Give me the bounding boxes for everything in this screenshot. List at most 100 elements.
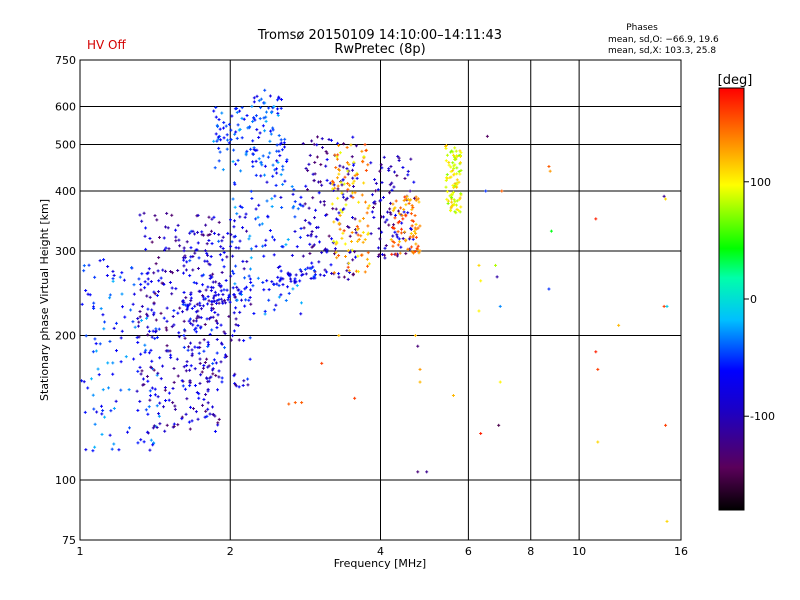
data-point xyxy=(153,393,157,397)
data-point xyxy=(170,213,174,217)
data-point xyxy=(346,181,350,185)
data-point xyxy=(453,146,457,150)
data-point xyxy=(664,423,668,427)
data-point xyxy=(249,302,253,306)
data-point xyxy=(149,366,153,370)
data-point xyxy=(164,246,168,250)
data-point xyxy=(208,412,212,416)
data-point xyxy=(408,198,412,202)
data-point xyxy=(407,237,411,241)
data-point xyxy=(249,256,253,260)
data-point xyxy=(163,269,167,273)
data-point xyxy=(450,149,454,153)
data-point xyxy=(278,278,282,282)
data-point xyxy=(154,327,158,331)
data-point xyxy=(279,293,283,297)
data-point xyxy=(336,187,340,191)
data-point xyxy=(163,388,167,392)
data-point xyxy=(91,350,95,354)
data-point xyxy=(334,207,338,211)
data-point xyxy=(337,221,341,225)
data-point xyxy=(209,289,213,293)
data-point xyxy=(458,172,462,176)
data-point xyxy=(156,269,160,273)
data-point xyxy=(244,212,248,216)
data-point xyxy=(211,307,215,311)
data-point xyxy=(282,141,286,145)
data-point xyxy=(346,249,350,253)
data-point xyxy=(413,214,417,218)
data-point xyxy=(232,374,236,378)
data-point xyxy=(119,388,123,392)
data-point xyxy=(278,279,282,283)
data-point xyxy=(202,366,206,370)
data-point xyxy=(204,223,208,227)
data-point xyxy=(155,218,159,222)
data-point xyxy=(177,335,181,339)
data-point xyxy=(141,383,145,387)
data-point xyxy=(247,298,251,302)
data-point xyxy=(206,407,210,411)
data-point xyxy=(197,392,201,396)
data-point xyxy=(195,390,199,394)
data-point xyxy=(308,242,312,246)
data-point xyxy=(355,172,359,176)
data-point xyxy=(225,288,229,292)
data-point xyxy=(237,385,241,389)
data-point xyxy=(190,352,194,356)
data-point xyxy=(594,217,598,221)
data-point xyxy=(182,319,186,323)
data-point xyxy=(208,332,212,336)
data-point xyxy=(459,192,463,196)
data-point xyxy=(342,229,346,233)
data-point xyxy=(269,132,273,136)
data-point xyxy=(184,268,188,272)
data-point xyxy=(347,162,351,166)
data-point xyxy=(388,211,392,215)
data-point xyxy=(309,232,313,236)
data-point xyxy=(246,383,250,387)
data-point xyxy=(191,255,195,259)
data-point xyxy=(347,225,351,229)
data-point xyxy=(93,275,97,279)
data-point xyxy=(449,175,453,179)
data-point xyxy=(410,203,414,207)
data-point xyxy=(221,168,225,172)
data-point xyxy=(280,206,284,210)
data-point xyxy=(189,299,193,303)
data-point xyxy=(398,251,402,255)
data-point xyxy=(662,304,666,308)
data-point xyxy=(405,194,409,198)
data-point xyxy=(200,230,204,234)
data-point xyxy=(279,141,283,145)
data-point xyxy=(251,120,255,124)
data-point xyxy=(260,163,264,167)
data-point xyxy=(234,323,238,327)
data-point xyxy=(254,244,258,248)
data-point xyxy=(342,207,346,211)
data-point xyxy=(254,114,258,118)
data-point xyxy=(264,115,268,119)
data-point xyxy=(459,168,463,172)
data-point xyxy=(416,226,420,230)
data-point xyxy=(445,153,449,157)
data-point xyxy=(294,273,298,277)
data-point xyxy=(157,256,161,260)
data-point xyxy=(229,338,233,342)
data-point xyxy=(331,188,335,192)
data-point xyxy=(213,310,217,314)
data-point xyxy=(356,233,360,237)
data-point xyxy=(263,243,267,247)
data-point xyxy=(156,290,160,294)
data-point xyxy=(206,253,210,257)
data-point xyxy=(150,308,154,312)
data-point xyxy=(378,199,382,203)
data-point xyxy=(222,330,226,334)
data-point xyxy=(251,164,255,168)
data-point xyxy=(287,291,291,295)
data-point xyxy=(289,277,293,281)
data-point xyxy=(238,109,242,113)
data-point xyxy=(222,251,226,255)
data-point xyxy=(219,245,223,249)
data-point xyxy=(108,296,112,300)
